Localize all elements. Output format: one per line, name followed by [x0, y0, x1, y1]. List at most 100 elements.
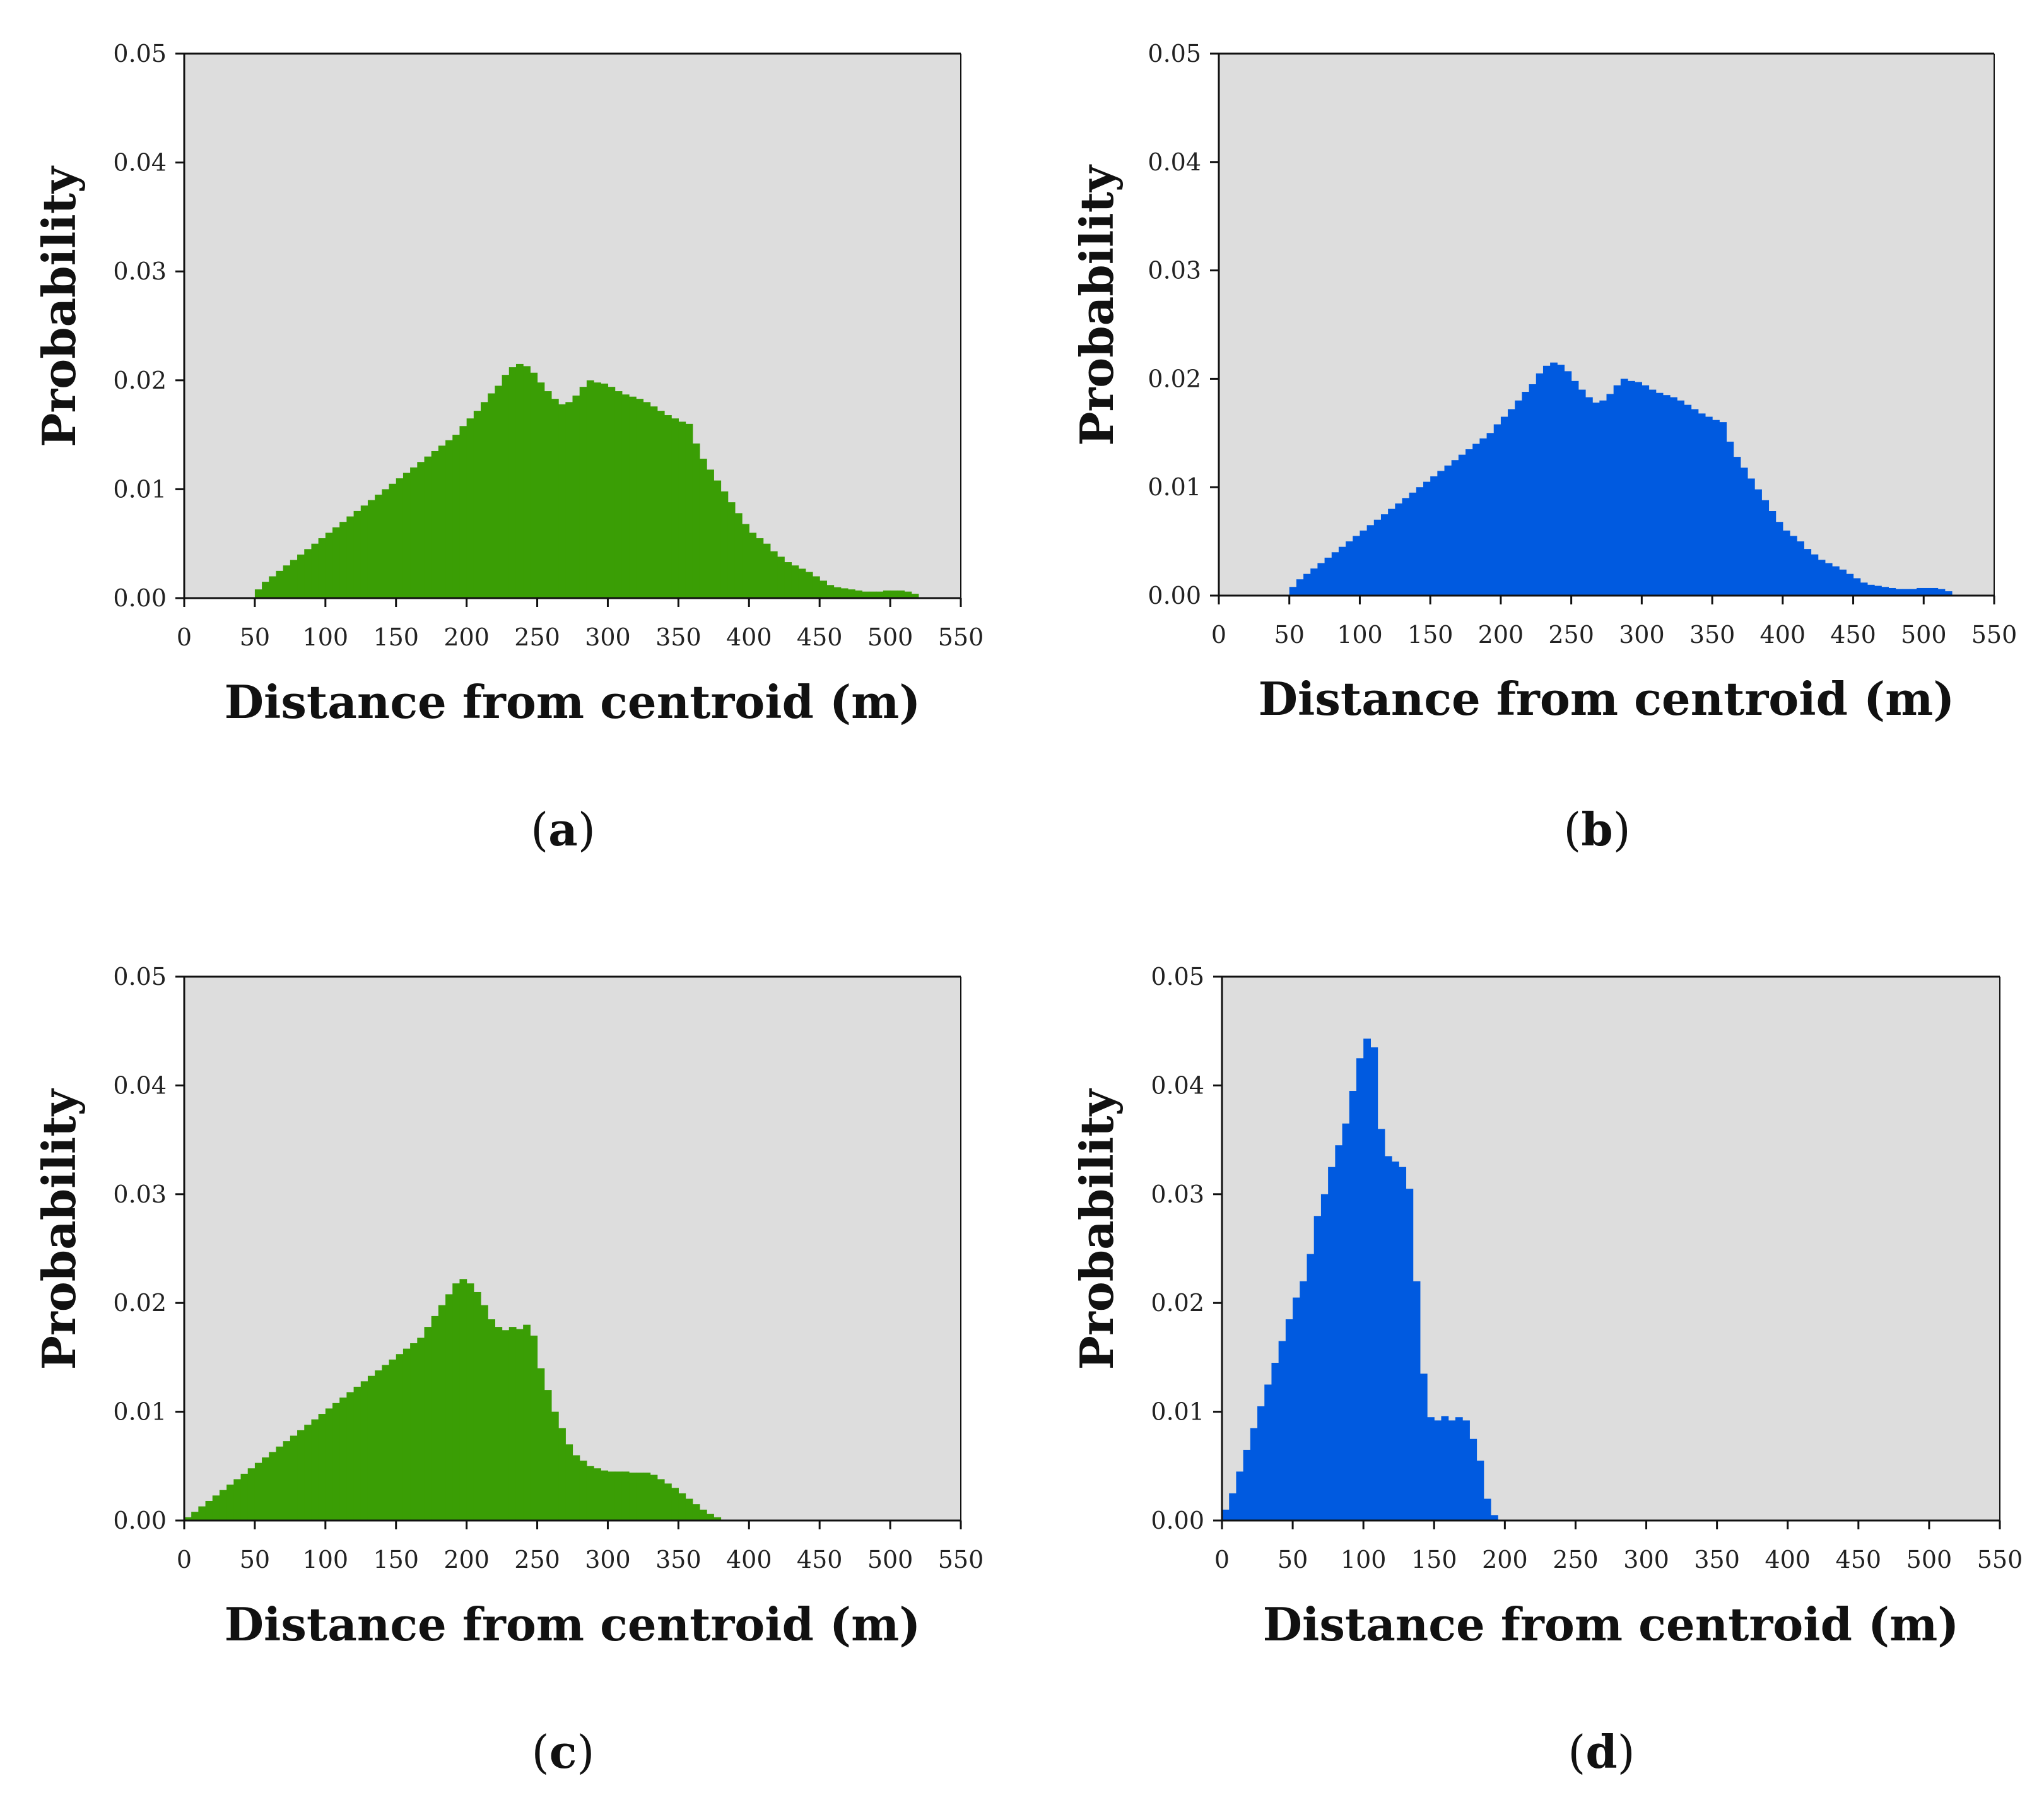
chart-panel-b: 0 50 100 150 200 250 300 350 400 450 500 550 0.00 0.0… — [1070, 40, 2017, 856]
bar — [1508, 409, 1515, 596]
panel-letter: d — [1585, 1725, 1617, 1779]
bar — [1307, 1254, 1315, 1521]
bar — [1370, 1047, 1378, 1521]
bar — [417, 462, 425, 598]
x-tick-label: 400 — [726, 623, 772, 651]
bar — [254, 589, 262, 598]
bar — [544, 1390, 552, 1521]
x-tick-label: 250 — [514, 1546, 560, 1574]
bar — [1924, 587, 1932, 596]
y-axis-title: Probability — [1070, 1088, 1124, 1370]
y-tick-label: 0.03 — [1151, 1180, 1204, 1208]
panel-label: (c) — [531, 1725, 594, 1779]
bar — [219, 1490, 227, 1521]
bar — [1222, 1509, 1230, 1521]
bar — [1441, 1416, 1449, 1521]
bar — [488, 1319, 495, 1521]
bar — [565, 402, 573, 598]
bar — [283, 565, 291, 598]
bar — [304, 549, 312, 598]
bar — [1797, 541, 1804, 596]
bar — [777, 556, 785, 598]
bar — [262, 1457, 269, 1521]
x-tick-label: 0 — [177, 1546, 192, 1574]
bar — [1264, 1384, 1272, 1521]
bar — [473, 411, 481, 598]
bar — [318, 538, 326, 598]
bar — [431, 1315, 439, 1521]
bar — [1399, 1167, 1407, 1521]
x-tick-label: 100 — [1337, 621, 1383, 649]
chart-panel-a: 0 50 100 150 200 250 300 350 400 450 500 550 0.00 0.0… — [32, 40, 984, 856]
bar — [367, 1375, 375, 1521]
bar — [1500, 416, 1508, 596]
bar — [508, 1327, 517, 1521]
bar — [1536, 373, 1544, 596]
bar — [1655, 392, 1664, 596]
bar — [1356, 1058, 1364, 1521]
x-tick-label: 100 — [1341, 1546, 1387, 1574]
bar — [1754, 489, 1762, 596]
bar — [594, 382, 601, 598]
x-tick-label: 400 — [1760, 621, 1806, 649]
bar — [410, 1343, 418, 1521]
bar — [1257, 1406, 1265, 1521]
bar — [1342, 1123, 1350, 1521]
bar — [402, 1348, 411, 1521]
bar — [1599, 400, 1607, 596]
bar — [1937, 589, 1946, 596]
bar — [1628, 380, 1635, 596]
bar — [269, 576, 277, 598]
bar — [1419, 1374, 1428, 1521]
y-tick-label: 0.05 — [113, 963, 167, 991]
bar — [714, 480, 722, 598]
bar — [1402, 498, 1410, 596]
bar — [360, 505, 368, 598]
bar — [367, 500, 375, 598]
bar — [240, 1473, 249, 1521]
bar — [1853, 578, 1861, 596]
bar — [833, 587, 842, 598]
bar — [452, 1283, 461, 1521]
y-tick-label: 0.02 — [113, 1289, 167, 1317]
bar — [396, 1354, 404, 1521]
x-tick-label: 150 — [1411, 1546, 1457, 1574]
y-tick-label: 0.03 — [113, 1180, 167, 1208]
bar — [382, 489, 390, 598]
bar — [1479, 438, 1488, 596]
bar — [325, 532, 333, 598]
chart-panels: 0 50 100 150 200 250 300 350 400 450 500 5500.000.0… — [32, 40, 2023, 1779]
x-tick-label: 50 — [1274, 621, 1305, 649]
bar — [1542, 365, 1551, 596]
bar — [254, 1462, 262, 1521]
bar — [727, 502, 736, 598]
bar — [1902, 589, 1910, 596]
bar — [445, 1294, 453, 1521]
bar — [1662, 395, 1671, 596]
bar — [226, 1485, 234, 1521]
bar — [1289, 587, 1297, 596]
bar — [332, 1403, 340, 1521]
x-tick-label: 150 — [373, 623, 419, 651]
bar — [502, 1330, 510, 1521]
bar — [1293, 1297, 1300, 1521]
y-tick-label: 0.00 — [113, 584, 167, 612]
y-tick-label: 0.04 — [1151, 1071, 1204, 1099]
bar — [1832, 566, 1840, 596]
bar — [636, 399, 644, 598]
bar — [1824, 563, 1833, 596]
bar — [1229, 1493, 1237, 1521]
bar — [1236, 1471, 1244, 1521]
bar — [523, 366, 531, 598]
bar — [233, 1479, 242, 1521]
x-axis-title: Distance from centroid (m) — [1259, 672, 1955, 726]
bar — [1698, 413, 1706, 596]
bar — [375, 1370, 382, 1521]
bar — [311, 543, 319, 598]
bar — [1300, 1281, 1308, 1521]
bar — [269, 1452, 277, 1521]
x-tick-label: 350 — [1689, 621, 1736, 649]
bar — [798, 568, 806, 598]
bar — [1585, 397, 1593, 596]
x-tick-label: 350 — [1694, 1546, 1740, 1574]
